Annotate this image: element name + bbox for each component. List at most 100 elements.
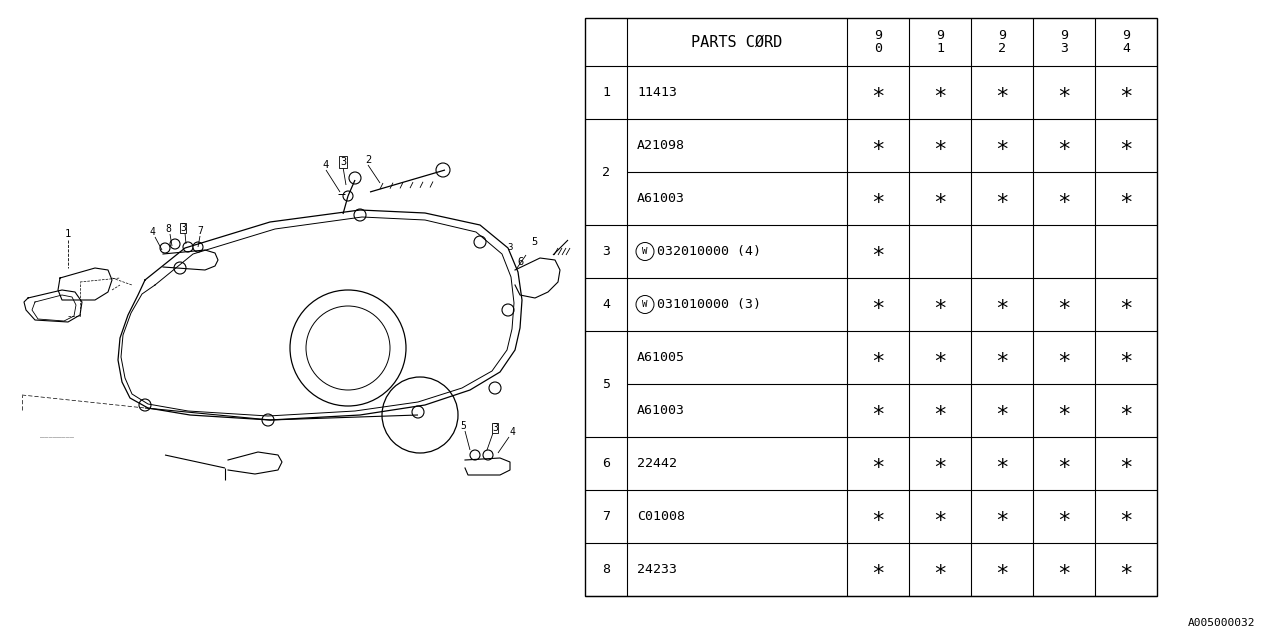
Circle shape: [140, 399, 151, 411]
Text: ∗: ∗: [1119, 189, 1133, 209]
Circle shape: [262, 414, 274, 426]
Text: ________: ________: [40, 432, 74, 438]
Text: 3: 3: [507, 243, 513, 253]
Text: ∗: ∗: [1057, 348, 1070, 367]
Text: 9
0: 9 0: [874, 29, 882, 55]
Circle shape: [591, 158, 620, 186]
Circle shape: [483, 450, 493, 460]
Text: 4: 4: [148, 227, 155, 237]
Text: ∗: ∗: [933, 454, 947, 474]
Text: ∗: ∗: [1119, 348, 1133, 367]
Circle shape: [436, 163, 451, 177]
Circle shape: [160, 243, 170, 253]
Text: ∗: ∗: [933, 559, 947, 579]
Text: ∗: ∗: [872, 454, 884, 474]
Text: 7: 7: [197, 226, 204, 236]
Circle shape: [193, 242, 204, 252]
Text: ∗: ∗: [872, 294, 884, 314]
Text: ∗: ∗: [872, 189, 884, 209]
Text: ∗: ∗: [933, 294, 947, 314]
Circle shape: [183, 242, 193, 252]
Text: 1: 1: [65, 229, 72, 239]
Text: 9
2: 9 2: [998, 29, 1006, 55]
Text: ∗: ∗: [872, 401, 884, 420]
Text: W: W: [643, 300, 648, 309]
Text: ∗: ∗: [933, 83, 947, 102]
Circle shape: [502, 304, 515, 316]
Circle shape: [412, 406, 424, 418]
Text: 9
3: 9 3: [1060, 29, 1068, 55]
Text: ∗: ∗: [872, 241, 884, 262]
Circle shape: [174, 262, 186, 274]
Text: 032010000 (4): 032010000 (4): [657, 245, 762, 258]
Circle shape: [591, 502, 620, 531]
Text: ∗: ∗: [872, 348, 884, 367]
Text: 5: 5: [602, 378, 611, 390]
Text: ∗: ∗: [1119, 83, 1133, 102]
Text: ∗: ∗: [1057, 401, 1070, 420]
Text: ∗: ∗: [872, 83, 884, 102]
Text: ∗: ∗: [933, 136, 947, 156]
Text: 6: 6: [602, 457, 611, 470]
Text: 3: 3: [340, 157, 346, 167]
Circle shape: [591, 79, 620, 106]
Circle shape: [591, 291, 620, 319]
Text: ∗: ∗: [996, 559, 1009, 579]
Text: ∗: ∗: [1119, 136, 1133, 156]
Text: ∗: ∗: [1119, 294, 1133, 314]
Text: ∗: ∗: [996, 136, 1009, 156]
Text: 2: 2: [602, 166, 611, 179]
Text: A21098: A21098: [637, 139, 685, 152]
Text: ∗: ∗: [996, 348, 1009, 367]
Text: ∗: ∗: [996, 401, 1009, 420]
Text: A61005: A61005: [637, 351, 685, 364]
Text: W: W: [643, 247, 648, 256]
Circle shape: [349, 172, 361, 184]
Text: 22442: 22442: [637, 457, 677, 470]
Circle shape: [636, 243, 654, 260]
Circle shape: [474, 236, 486, 248]
Text: ∗: ∗: [1057, 506, 1070, 527]
Text: ∗: ∗: [996, 454, 1009, 474]
Circle shape: [489, 382, 500, 394]
Circle shape: [591, 556, 620, 584]
Circle shape: [591, 370, 620, 398]
Text: ∗: ∗: [1119, 454, 1133, 474]
Text: 5: 5: [531, 237, 538, 247]
Text: ∗: ∗: [1057, 189, 1070, 209]
Text: ∗: ∗: [1057, 454, 1070, 474]
Circle shape: [343, 191, 353, 201]
Text: A005000032: A005000032: [1188, 618, 1254, 628]
Text: 4: 4: [509, 427, 515, 437]
Text: 8: 8: [165, 224, 172, 234]
Text: 2: 2: [365, 155, 371, 165]
Text: A61003: A61003: [637, 404, 685, 417]
Circle shape: [591, 237, 620, 266]
Text: ∗: ∗: [996, 506, 1009, 527]
Text: ∗: ∗: [996, 294, 1009, 314]
Circle shape: [591, 449, 620, 477]
Text: ∗: ∗: [1057, 136, 1070, 156]
Text: ∗: ∗: [996, 83, 1009, 102]
Text: 5: 5: [460, 421, 466, 431]
Text: 11413: 11413: [637, 86, 677, 99]
Text: ∗: ∗: [1057, 294, 1070, 314]
Text: 4: 4: [602, 298, 611, 311]
Text: 24233: 24233: [637, 563, 677, 576]
Text: 4: 4: [323, 160, 329, 170]
Text: ∗: ∗: [1057, 559, 1070, 579]
Text: 9
1: 9 1: [936, 29, 945, 55]
Text: ∗: ∗: [872, 559, 884, 579]
Circle shape: [636, 296, 654, 314]
Text: ∗: ∗: [1119, 401, 1133, 420]
Text: 031010000 (3): 031010000 (3): [657, 298, 762, 311]
Bar: [585, 18, 1157, 596]
Text: ∗: ∗: [872, 506, 884, 527]
Text: 9
4: 9 4: [1123, 29, 1130, 55]
Text: 3: 3: [180, 223, 186, 233]
Text: ∗: ∗: [933, 506, 947, 527]
Text: ∗: ∗: [1057, 83, 1070, 102]
Text: ∗: ∗: [933, 401, 947, 420]
Text: 7: 7: [602, 510, 611, 523]
Text: 8: 8: [602, 563, 611, 576]
